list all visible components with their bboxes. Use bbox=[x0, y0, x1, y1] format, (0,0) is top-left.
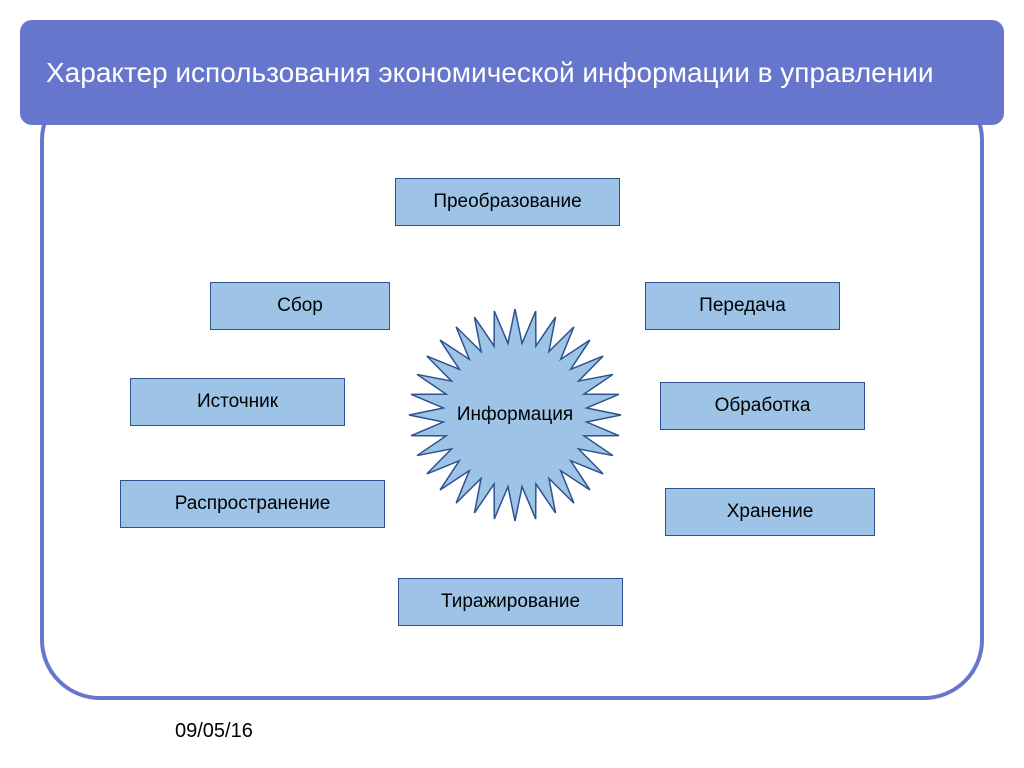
node-transfer: Передача bbox=[645, 282, 840, 330]
node-distribute: Распространение bbox=[120, 480, 385, 528]
node-replicate: Тиражирование bbox=[398, 578, 623, 626]
center-burst: Информация bbox=[400, 300, 630, 530]
node-collect: Сбор bbox=[210, 282, 390, 330]
node-transform: Преобразование bbox=[395, 178, 620, 226]
node-process: Обработка bbox=[660, 382, 865, 430]
center-label: Информация bbox=[445, 404, 585, 426]
node-store: Хранение bbox=[665, 488, 875, 536]
diagram: Информация Преобразование Сбор Передача Ист… bbox=[0, 0, 1024, 768]
node-source: Источник bbox=[130, 378, 345, 426]
slide-date: 09/05/16 bbox=[175, 720, 253, 743]
slide: Характер использования экономической инф… bbox=[0, 0, 1024, 768]
